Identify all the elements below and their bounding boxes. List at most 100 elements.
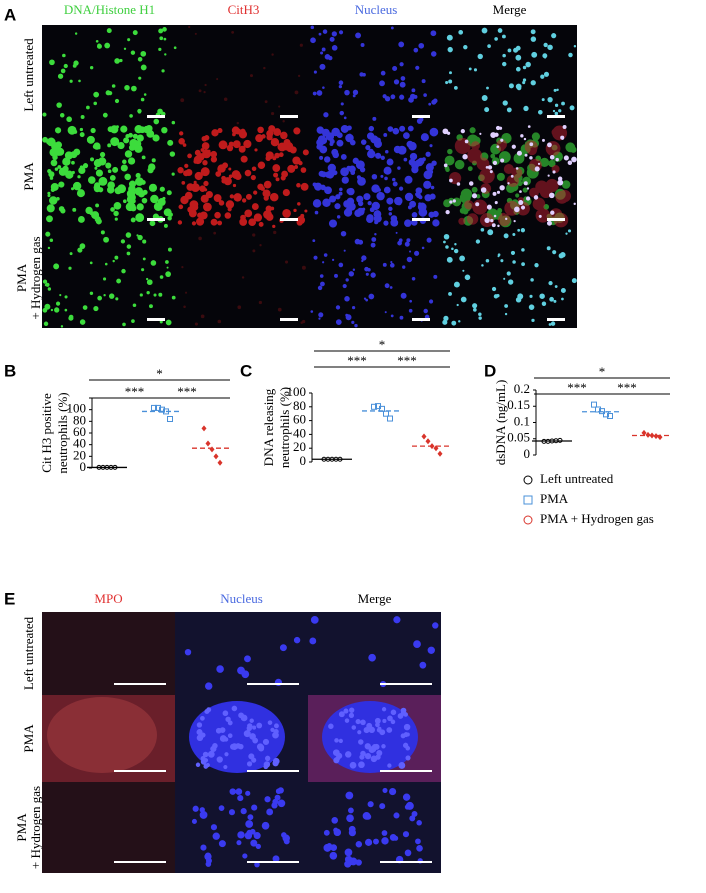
- scale-bar: [147, 318, 165, 321]
- data-point: [387, 415, 393, 422]
- data-point: [607, 413, 613, 419]
- y-axis-label: neutrophils (%): [55, 392, 70, 473]
- panel-label: C: [240, 361, 252, 380]
- column-header: Nucleus: [355, 2, 398, 17]
- data-point: [371, 403, 377, 410]
- scale-bar: [147, 218, 165, 221]
- legend-label: PMA + Hydrogen gas: [540, 511, 654, 526]
- data-point: [167, 416, 173, 422]
- y-tick-label: 100: [67, 401, 87, 416]
- micrograph-signal: [442, 228, 577, 326]
- y-tick-label: 80: [73, 412, 86, 427]
- scale-bar: [247, 683, 299, 685]
- data-point: [425, 438, 431, 445]
- y-axis-label: Cit H3 positive: [39, 393, 54, 473]
- data-point: [383, 410, 389, 417]
- row-label: Left untreated: [21, 616, 36, 690]
- data-point: [217, 459, 223, 466]
- y-tick-label: 20: [293, 439, 306, 454]
- panel-label: D: [484, 361, 496, 380]
- scale-bar: [412, 218, 430, 221]
- data-point: [641, 429, 647, 436]
- micrograph: [308, 612, 441, 695]
- data-point: [591, 401, 597, 408]
- significance-label: ***: [397, 353, 417, 368]
- y-tick-label: 0: [300, 453, 307, 468]
- row-label: PMA: [21, 724, 36, 753]
- legend-label: PMA: [540, 491, 569, 506]
- micrograph-signal: [42, 27, 177, 125]
- scale-bar: [147, 115, 165, 118]
- column-header: DNA/Histone H1: [64, 2, 155, 17]
- scale-bar: [547, 218, 565, 221]
- y-tick-label: 0: [524, 446, 531, 461]
- row-label: PMA: [21, 162, 36, 191]
- micrograph-signal: [449, 125, 572, 228]
- data-point: [437, 450, 443, 457]
- significance-label: ***: [567, 380, 587, 395]
- micrograph-signal: [312, 125, 440, 228]
- row-label: + Hydrogen gas: [28, 236, 43, 319]
- legend-marker: [523, 515, 533, 525]
- y-tick-label: 60: [73, 424, 86, 439]
- micrograph: [310, 228, 442, 328]
- data-point: [205, 440, 211, 447]
- scale-bar: [380, 683, 432, 685]
- micrograph-signal: [42, 125, 176, 228]
- y-tick-label: 0: [80, 459, 87, 474]
- column-header: MPO: [94, 591, 122, 606]
- panel-label: E: [4, 589, 15, 608]
- column-header: Nucleus: [220, 591, 263, 606]
- y-tick-label: 40: [73, 436, 86, 451]
- micrograph-signal: [323, 787, 423, 868]
- scale-bar: [412, 318, 430, 321]
- y-tick-label: 0.15: [507, 397, 530, 412]
- significance-label: *: [379, 337, 386, 352]
- scale-bar: [280, 115, 298, 118]
- data-point: [151, 404, 157, 411]
- y-tick-label: 40: [293, 425, 306, 440]
- data-point: [159, 406, 165, 413]
- y-tick-label: 0.05: [507, 430, 530, 445]
- scale-bar: [280, 318, 298, 321]
- y-tick-label: 60: [293, 412, 306, 427]
- scale-bar: [247, 861, 299, 863]
- data-point: [209, 446, 215, 453]
- scale-bar: [412, 115, 430, 118]
- micrograph: [177, 228, 310, 328]
- row-label: PMA: [14, 263, 29, 292]
- micrograph-signal: [191, 787, 290, 868]
- scale-bar: [547, 318, 565, 321]
- micrograph: [175, 612, 308, 695]
- micrograph: [42, 228, 177, 328]
- scale-bar: [280, 218, 298, 221]
- micrograph: [42, 612, 175, 695]
- micrograph-signal: [181, 230, 306, 326]
- significance-label: ***: [347, 353, 367, 368]
- data-point: [155, 404, 161, 411]
- micrograph: [42, 782, 175, 873]
- significance-label: ***: [617, 380, 637, 395]
- y-tick-label: 0.1: [514, 413, 530, 428]
- row-label: + Hydrogen gas: [28, 786, 43, 869]
- legend-marker: [523, 475, 533, 485]
- scale-bar: [114, 770, 166, 772]
- y-tick-label: 80: [293, 398, 306, 413]
- column-header: Merge: [358, 591, 392, 606]
- significance-label: *: [599, 364, 606, 379]
- micrograph-signal: [195, 705, 280, 770]
- data-point: [213, 453, 219, 460]
- micrograph-signal: [310, 230, 438, 328]
- row-label: PMA: [14, 813, 29, 842]
- scale-bar: [547, 115, 565, 118]
- row-label: Left untreated: [21, 38, 36, 112]
- micrograph-signal: [47, 697, 157, 773]
- y-tick-label: 100: [287, 384, 307, 399]
- micrograph: [177, 25, 310, 125]
- legend-marker: [523, 495, 533, 505]
- significance-label: *: [156, 366, 163, 381]
- y-axis-label: dsDNA (ng/mL): [493, 380, 508, 466]
- micrograph: [442, 228, 577, 328]
- micrograph-signal: [328, 707, 411, 769]
